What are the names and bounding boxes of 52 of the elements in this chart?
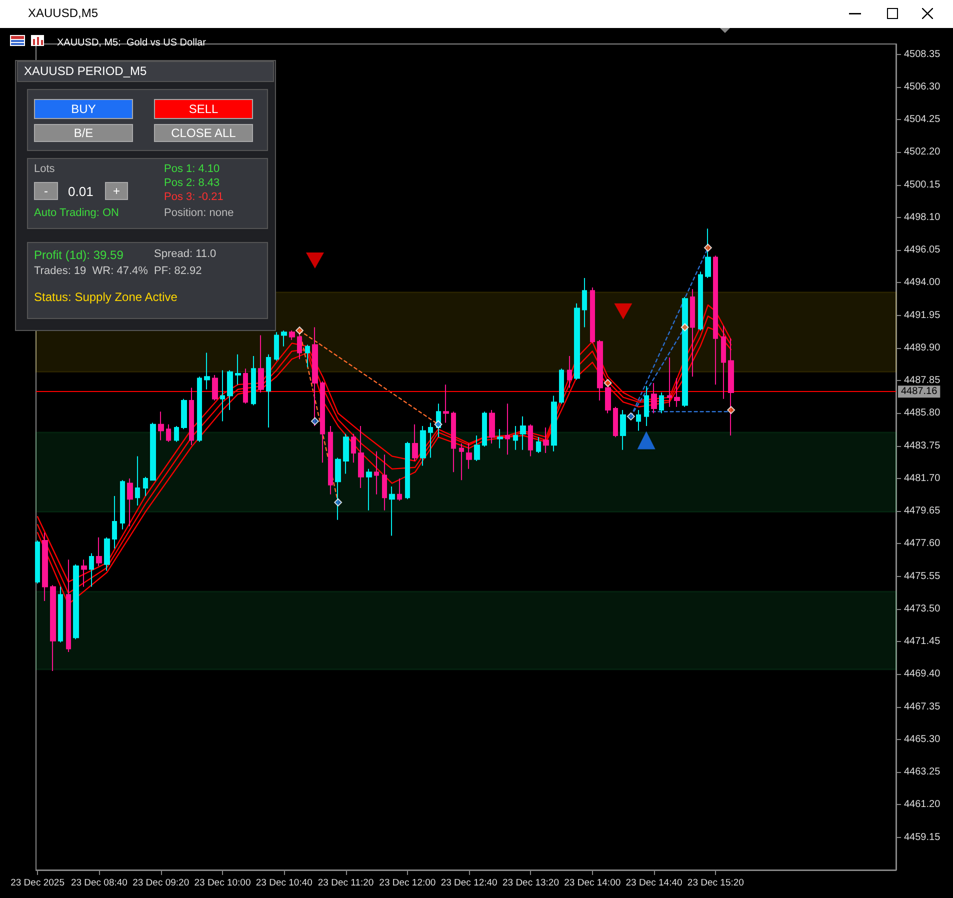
annotation: Lots — [34, 163, 55, 175]
x-tick-label: 23 Dec 09:20 — [132, 878, 190, 888]
y-tick-label: 4473.50 — [904, 603, 941, 614]
annotation: 0.01 — [68, 184, 94, 199]
annotation: Position: none — [164, 207, 234, 219]
x-tick-label: 23 Dec 10:40 — [256, 878, 312, 888]
x-tick-label: 23 Dec 12:40 — [440, 878, 498, 888]
annotation: Pos 1: 4.10 — [164, 163, 220, 175]
x-tick-label: 23 Dec 13:20 — [502, 878, 559, 888]
annotation: Auto Trading: ON — [34, 207, 119, 219]
y-tick-label: 4502.20 — [904, 146, 941, 158]
y-tick-label: 4487.85 — [904, 375, 941, 386]
x-tick-label: 23 Dec 08:40 — [70, 878, 128, 888]
y-tick-label: 4463.25 — [904, 766, 941, 778]
x-tick-label: 23 Dec 14:00 — [564, 878, 621, 888]
annotation: Profit (1d): 39.59 — [34, 248, 124, 262]
x-tick-label: 23 Dec 10:00 — [194, 878, 251, 888]
annotation: Pos 3: -0.21 — [164, 191, 224, 203]
y-tick-label: 4479.65 — [904, 506, 941, 517]
annotation: XAUUSD PERIOD_M5 — [24, 64, 147, 78]
y-tick-label: 4459.15 — [904, 832, 941, 843]
y-tick-label: 4498.10 — [904, 212, 941, 223]
y-tick-label: 4508.35 — [904, 48, 941, 60]
chart-subtitle: XAUUSD,M5 — [28, 6, 98, 20]
x-tick-label: 23 Dec 14:40 — [626, 878, 682, 888]
y-tick-label: 4491.95 — [904, 310, 941, 321]
y-tick-label: 4489.90 — [904, 342, 941, 354]
annotation: Trades: 19 WR: 47.4% PF: 82.92 — [34, 265, 202, 277]
y-tick-label: 4475.55 — [904, 570, 941, 582]
annotation: Spread: 11.0 — [154, 248, 216, 260]
y-tick-label: 4500.15 — [904, 179, 941, 190]
y-tick-label: 4481.70 — [904, 472, 941, 484]
y-tick-label: 4477.60 — [904, 538, 941, 550]
y-tick-label: 4506.30 — [904, 81, 941, 92]
annotation: Pos 2: 8.43 — [164, 177, 220, 189]
y-tick-label: 4504.25 — [904, 114, 941, 126]
y-tick-label: 4461.20 — [904, 799, 941, 810]
x-tick-label: 23 Dec 2025 — [10, 878, 64, 888]
y-tick-label: 4494.00 — [904, 277, 941, 288]
annotation: Status: Supply Zone Active — [34, 290, 178, 304]
x-tick-label: 23 Dec 11:20 — [318, 878, 374, 888]
chart-title: XAUUSD, M5: Gold vs US Dollar — [57, 38, 207, 48]
y-tick-label: 4465.30 — [904, 734, 941, 745]
y-tick-label: 4471.45 — [904, 636, 941, 648]
y-tick-label: 4485.80 — [904, 408, 941, 419]
y-tick-label: 4469.40 — [904, 668, 941, 680]
y-tick-label: 4496.05 — [904, 244, 941, 256]
ref-line-label: 4487.16 — [901, 386, 938, 398]
y-tick-label: 4467.35 — [904, 701, 941, 712]
x-tick-label: 23 Dec 15:20 — [687, 878, 744, 888]
x-tick-label: 23 Dec 12:00 — [379, 878, 436, 888]
y-tick-label: 4483.75 — [904, 440, 941, 452]
